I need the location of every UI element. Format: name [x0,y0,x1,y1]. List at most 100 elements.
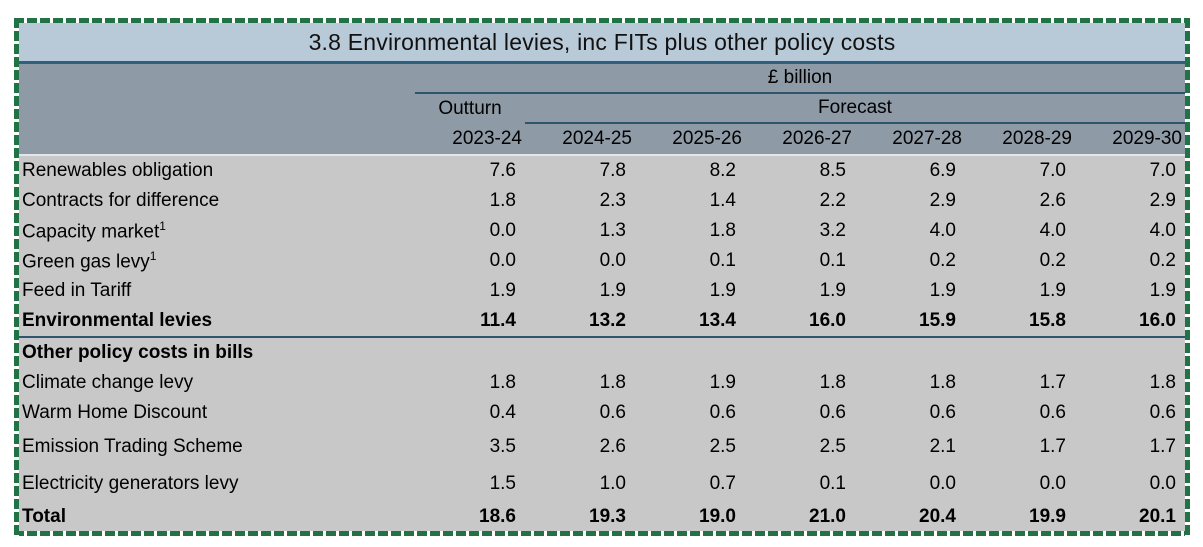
value-cell[interactable]: 4.0 [1039,220,1066,241]
value-cell[interactable]: 2.6 [599,435,626,457]
value-cell[interactable]: 7.6 [489,160,516,181]
value-cell[interactable]: 19.3 [589,506,626,527]
value-cell[interactable]: 2.1 [929,435,956,457]
value-cell[interactable]: 15.8 [1029,310,1066,331]
value-cell[interactable]: 20.1 [1139,506,1176,527]
value-cell[interactable]: 1.9 [929,280,956,301]
value-cell[interactable]: 13.2 [589,310,626,331]
value-cell[interactable]: 7.0 [1149,160,1176,181]
table-row[interactable]: Other policy costs in bills [19,338,1185,368]
value-cell[interactable]: 7.8 [599,160,626,181]
value-cell[interactable]: 19.9 [1029,506,1066,527]
table-row[interactable]: Feed in Tariff 1.9 1.9 1.9 1.9 1.9 1.9 1.9 [19,276,1185,306]
value-cell[interactable]: 4.0 [929,220,956,241]
value-cell[interactable]: 0.1 [819,472,846,494]
value-cell[interactable]: 0.6 [1039,402,1066,423]
value-cell[interactable]: 1.4 [709,190,736,211]
value-cell[interactable]: 0.6 [819,402,846,423]
value-cell[interactable]: 1.8 [599,372,626,393]
value-cell[interactable]: 0.2 [1149,250,1176,271]
value-cell[interactable]: 0.2 [929,250,956,271]
value-cell[interactable]: 0.0 [1039,472,1066,494]
value-cell[interactable]: 0.7 [709,472,736,494]
value-cell[interactable]: 1.3 [599,220,626,241]
value-cell[interactable]: 16.0 [809,310,846,331]
row-label[interactable]: Capacity market1 [19,219,415,243]
row-label[interactable]: Contracts for difference [19,190,415,212]
value-cell[interactable]: 2.9 [1149,190,1176,211]
value-cell[interactable]: 16.0 [1139,310,1176,331]
value-cell[interactable]: 1.7 [1039,435,1066,457]
unit-header-cell[interactable]: £ billion [415,64,1185,94]
value-cell[interactable]: 7.0 [1039,160,1066,181]
row-label[interactable]: Total [19,506,415,528]
value-cell[interactable]: 8.5 [819,160,846,181]
row-label[interactable]: Electricity generators levy [19,473,415,495]
value-cell[interactable]: 0.4 [489,402,516,423]
value-cell[interactable]: 1.8 [489,190,516,211]
year-column-header[interactable]: 2023-24 [452,128,522,149]
value-cell[interactable]: 1.5 [489,472,516,494]
value-cell[interactable]: 1.9 [819,280,846,301]
value-cell[interactable]: 1.8 [709,220,736,241]
value-cell[interactable]: 1.9 [599,280,626,301]
year-column-header[interactable]: 2028-29 [1002,128,1072,149]
value-cell[interactable]: 0.1 [709,250,736,271]
value-cell[interactable]: 1.8 [489,372,516,393]
table-row[interactable]: Warm Home Discount 0.4 0.6 0.6 0.6 0.6 0.6 0.6 [19,398,1185,428]
value-cell[interactable]: 2.3 [599,190,626,211]
value-cell[interactable]: 6.9 [929,160,956,181]
value-cell[interactable]: 0.6 [709,402,736,423]
value-cell[interactable]: 1.7 [1039,372,1066,393]
value-cell[interactable]: 4.0 [1149,220,1176,241]
value-cell[interactable]: 2.6 [1039,190,1066,211]
value-cell[interactable]: 0.0 [489,220,516,241]
value-cell[interactable]: 1.9 [489,280,516,301]
table-row[interactable]: Environmental levies 11.4 13.2 13.4 16.0 15.… [19,306,1185,338]
table-title[interactable]: 3.8 Environmental levies, inc FITs plus … [19,23,1185,64]
year-column-header[interactable]: 2024-25 [562,128,632,149]
table-row[interactable]: Capacity market1 0.0 1.3 1.8 3.2 4.0 4.0 4.0 [19,216,1185,246]
table-row[interactable]: Renewables obligation 7.6 7.8 8.2 8.5 6.9 7.0… [19,156,1185,186]
row-label[interactable]: Environmental levies [19,310,415,332]
value-cell[interactable]: 20.4 [919,506,956,527]
value-cell[interactable]: 1.7 [1149,435,1176,457]
value-cell[interactable]: 19.0 [699,506,736,527]
value-cell[interactable]: 15.9 [919,310,956,331]
value-cell[interactable]: 0.2 [1039,250,1066,271]
row-label[interactable]: Feed in Tariff [19,280,415,302]
value-cell[interactable]: 0.6 [1149,402,1176,423]
table-row[interactable]: Climate change levy 1.8 1.8 1.9 1.8 1.8 1.7 1.… [19,368,1185,398]
row-label[interactable]: Warm Home Discount [19,402,415,424]
table-row[interactable]: Electricity generators levy 1.5 1.0 0.7 0.1… [19,465,1185,502]
value-cell[interactable]: 3.2 [819,220,846,241]
value-cell[interactable]: 0.0 [489,250,516,271]
value-cell[interactable]: 2.5 [819,435,846,457]
value-cell[interactable]: 1.8 [1149,372,1176,393]
value-cell[interactable]: 1.8 [819,372,846,393]
table-row[interactable]: Green gas levy1 0.0 0.0 0.1 0.1 0.2 0.2 0.2 [19,246,1185,276]
value-cell[interactable]: 21.0 [809,506,846,527]
value-cell[interactable]: 8.2 [709,160,736,181]
value-cell[interactable]: 1.0 [599,472,626,494]
value-cell[interactable]: 1.8 [929,372,956,393]
value-cell[interactable]: 2.5 [709,435,736,457]
year-column-header[interactable]: 2025-26 [672,128,742,149]
value-cell[interactable]: 0.1 [819,250,846,271]
value-cell[interactable]: 2.9 [929,190,956,211]
row-label[interactable]: Other policy costs in bills [19,342,415,364]
year-column-header[interactable]: 2027-28 [892,128,962,149]
table-row[interactable]: Contracts for difference 1.8 2.3 1.4 2.2 2.9… [19,186,1185,216]
row-label[interactable]: Green gas levy1 [19,249,415,273]
row-label[interactable]: Emission Trading Scheme [19,436,415,458]
table-row[interactable]: Emission Trading Scheme 3.5 2.6 2.5 2.5 2.1 1… [19,428,1185,465]
value-cell[interactable]: 0.0 [599,250,626,271]
outturn-header-cell[interactable]: Outturn [438,98,502,119]
value-cell[interactable]: 13.4 [699,310,736,331]
value-cell[interactable]: 2.2 [819,190,846,211]
row-label[interactable]: Climate change levy [19,372,415,394]
value-cell[interactable]: 1.9 [1039,280,1066,301]
table-row[interactable]: Total 18.6 19.3 19.0 21.0 20.4 19.9 20.1 [19,502,1185,532]
value-cell[interactable]: 0.0 [929,472,956,494]
year-column-header[interactable]: 2029-30 [1112,128,1182,149]
